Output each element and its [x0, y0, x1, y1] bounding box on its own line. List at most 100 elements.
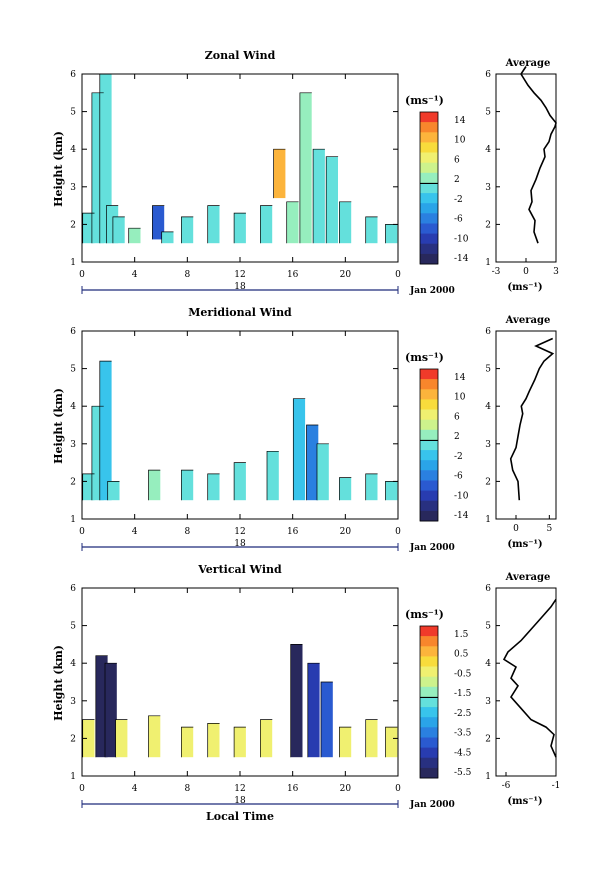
contour-line: [161, 231, 174, 244]
colorbar-tick-label: -0.5: [454, 669, 472, 679]
heatmap-cell: [306, 425, 319, 501]
average-x-label: (ms⁻¹): [507, 539, 542, 550]
colorbar-tick-label: -1.5: [454, 689, 472, 699]
y-ticks: 1 2 3 4 5 6: [70, 327, 398, 525]
date-label: Jan 2000: [409, 286, 455, 296]
colorbar-segment: [420, 132, 438, 143]
average-frame: [495, 330, 557, 520]
colorbar: 14 10 6 2 -2 -6 -10 -14: [419, 368, 469, 522]
y-tick-label: 5: [70, 108, 76, 118]
colorbar-segment: [420, 409, 438, 421]
contour-line: [207, 723, 220, 758]
colorbar-segment: [420, 389, 438, 400]
heatmap-cell: [307, 663, 320, 758]
colorbar: 1.5 0.5 -0.5 -1.5 -2.5 -3.5 -4.5 -5.5: [419, 625, 472, 779]
x-ticks: 0 4 8 12 16 20 0: [79, 331, 401, 537]
heatmap-cell: [115, 719, 128, 758]
colorbar-segment: [420, 429, 438, 441]
heatmap-cell: [273, 149, 286, 199]
average-profile-plot: 1 2 3 4 5 6 -3 0 3: [485, 66, 559, 277]
y-tick-label: 2: [70, 220, 76, 230]
average-y-tick-label: 1: [485, 772, 491, 782]
contour-line: [181, 726, 194, 758]
contour-line: [365, 719, 378, 758]
x-tick-label: 12: [234, 527, 245, 537]
colorbar-unit: (ms⁻¹): [405, 94, 444, 107]
average-y-tick-label: 5: [485, 622, 491, 632]
heatmap-cell: [99, 74, 112, 244]
colorbar-segment: [420, 717, 438, 728]
heatmap-cell: [82, 473, 95, 501]
average-x-label: (ms⁻¹): [507, 282, 542, 293]
colorbar-segment: [420, 172, 438, 184]
heatmap-cell: [365, 473, 378, 501]
colorbar-segment: [420, 112, 438, 123]
y-tick-label: 6: [70, 70, 76, 80]
colorbar-segment: [420, 193, 438, 204]
contour-line: [181, 469, 194, 501]
colorbar-segment: [420, 460, 438, 471]
heatmap-cell: [99, 361, 112, 501]
y-ticks: 1 2 3 4 5 6: [70, 584, 398, 782]
colorbar-tick-label: -5.5: [454, 768, 472, 778]
x-axis-label: Local Time: [206, 810, 274, 823]
colorbar-tick-label: -10: [454, 491, 469, 501]
colorbar-segment: [420, 122, 438, 133]
colorbar-segment: [420, 162, 438, 174]
contour-line: [181, 216, 194, 244]
y-axis-label: Height (km): [52, 388, 65, 464]
contour-line: [148, 469, 161, 501]
y-tick-label: 1: [70, 515, 76, 525]
colorbar-segment: [420, 656, 438, 667]
y-tick-label: 6: [70, 584, 76, 594]
contour-line: [233, 212, 246, 244]
heatmap-cell: [207, 205, 220, 244]
average-y-tick-label: 5: [485, 365, 491, 375]
heatmap-cell: [82, 213, 95, 244]
contour-line: [306, 424, 319, 501]
average-y-tick-label: 6: [485, 327, 491, 337]
average-x-tick-label: -6: [502, 781, 511, 791]
contour-line: [95, 655, 108, 758]
average-y-tick-label: 4: [485, 659, 491, 669]
heatmap-cell: [321, 682, 333, 758]
contour-line: [339, 477, 352, 501]
colorbar: 14 10 6 2 -2 -6 -10 -14: [419, 111, 469, 265]
contour-line: [339, 726, 352, 758]
average-y-tick-label: 2: [485, 734, 491, 744]
heatmap-cell: [385, 481, 398, 501]
contour-line: [307, 662, 320, 758]
contour-line: [365, 473, 378, 501]
colorbar-segment: [420, 203, 438, 214]
colorbar-segment: [420, 152, 438, 164]
colorbar-tick-label: -4.5: [454, 748, 472, 758]
average-y-tick-label: 1: [485, 515, 491, 525]
colorbar-segment: [420, 470, 438, 481]
contour-line: [312, 148, 325, 244]
heatmap-cell: [105, 663, 117, 758]
heatmap-cell: [267, 451, 279, 501]
colorbar-tick-label: 6: [454, 155, 460, 165]
heatmap-cell: [339, 727, 352, 758]
x-tick-label: 4: [132, 784, 138, 794]
heatmap-cell: [339, 201, 352, 244]
colorbar-segment: [420, 182, 438, 194]
contour-line: [320, 681, 333, 758]
meridional-heatmap: [82, 361, 398, 501]
date-label: Jan 2000: [409, 543, 455, 553]
average-profile-line: [502, 598, 557, 758]
heatmap-cell: [207, 723, 220, 758]
heatmap-cell: [317, 443, 329, 501]
contour-line: [233, 726, 246, 758]
colorbar-tick-label: -2: [454, 452, 463, 462]
y-tick-label: 6: [70, 327, 76, 337]
heatmap-cell: [299, 92, 312, 244]
colorbar-segment: [420, 213, 438, 224]
colorbar-tick-label: 0.5: [454, 650, 469, 660]
colorbar-segment: [420, 696, 438, 708]
contour-line: [286, 201, 299, 244]
y-tick-label: 5: [70, 622, 76, 632]
x-tick-label: 0: [79, 270, 85, 280]
